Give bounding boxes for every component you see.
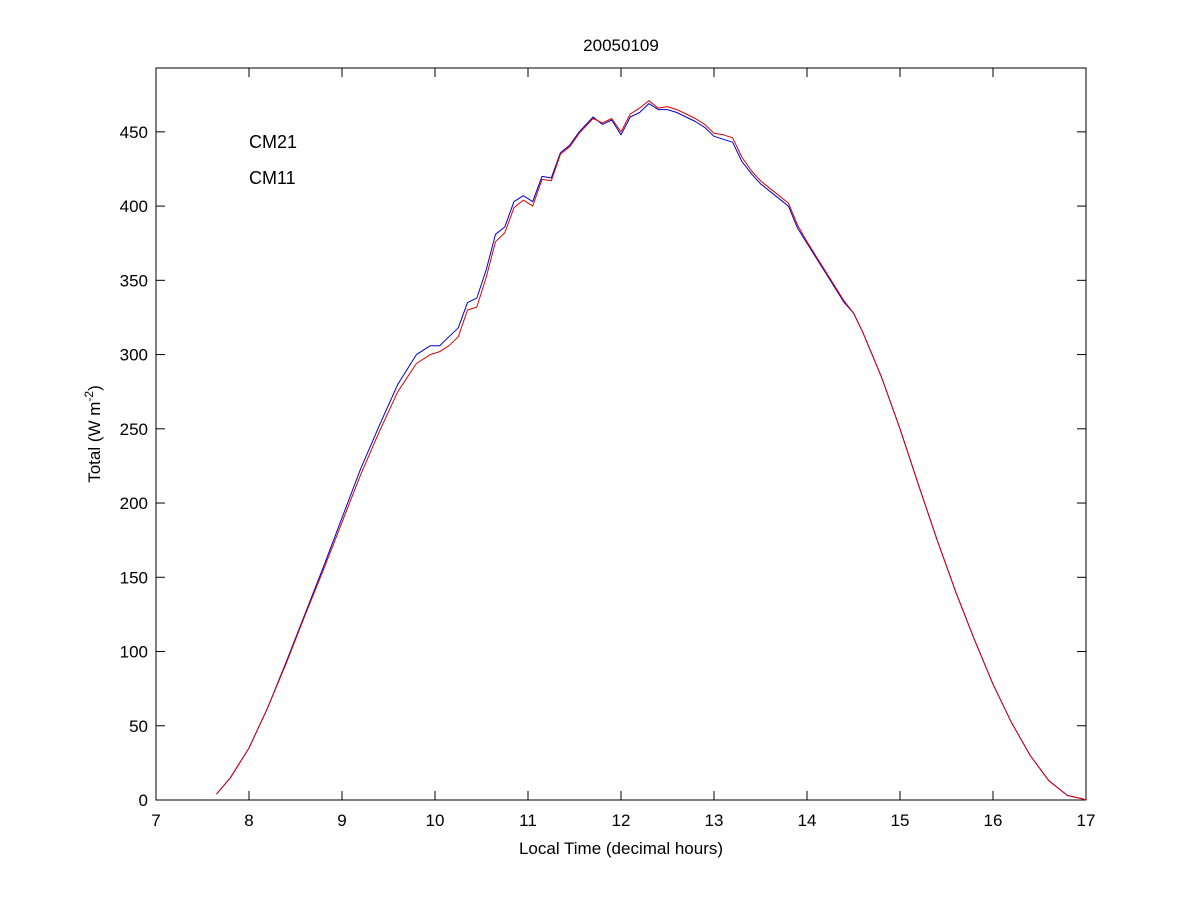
x-tick-label: 14 [798,811,817,830]
x-tick-label: 13 [705,811,724,830]
axes: 7 8 9 10 11 12 13 14 15 16 17 0 50 100 150 200 250 300 350… [120,68,1096,830]
x-axis-title: Local Time (decimal hours) [519,839,723,858]
y-tick-label: 250 [120,420,148,439]
y-tick-label: 0 [139,791,148,810]
y-tick-label: 100 [120,643,148,662]
y-tick-label: 400 [120,197,148,216]
x-tick-label: 12 [612,811,631,830]
series-line-cm11 [216,100,1087,801]
y-tick-label: 150 [120,568,148,587]
x-tick-label: 15 [891,811,910,830]
x-tick-label: 11 [519,811,537,830]
y-tick-label: 350 [120,271,148,290]
y-axis-title: Total (W m-2) [82,385,104,483]
y-axis-title-close: ) [85,385,104,391]
x-tick-label: 10 [426,811,445,830]
x-tick-label: 17 [1077,811,1096,830]
y-tick-label: 50 [129,717,148,736]
x-tick-label: 7 [151,811,160,830]
y-tick-label: 300 [120,346,148,365]
plot-area [155,67,1087,801]
x-tick-label: 9 [337,811,346,830]
y-axis-title-sup: -2 [82,391,96,402]
series-group [216,100,1087,801]
y-tick-label: 450 [120,123,148,142]
x-tick-label: 16 [984,811,1003,830]
y-axis-title-main: Total (W m [85,402,104,483]
y-tick-label: 200 [120,494,148,513]
legend-label-cm21: CM21 [249,132,297,152]
chart-title: 20050109 [583,36,659,55]
x-tick-label: 8 [244,811,253,830]
legend-label-cm11: CM11 [249,168,296,188]
